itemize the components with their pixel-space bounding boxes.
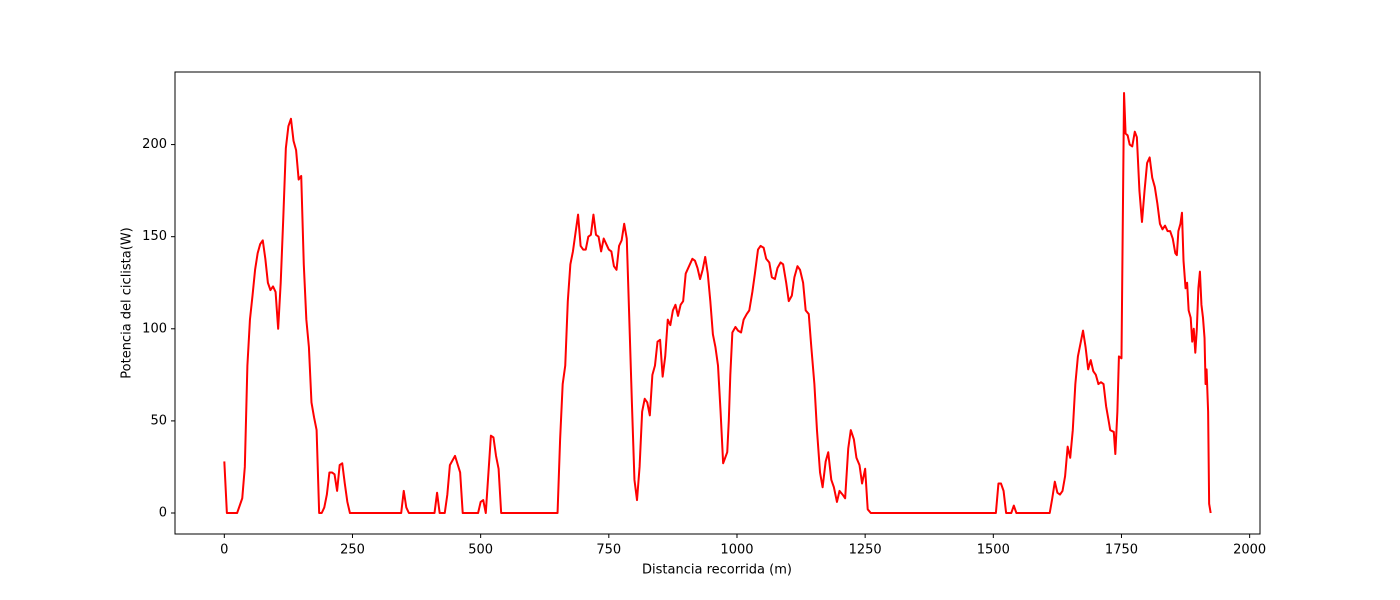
- x-tick-label: 0: [220, 543, 228, 558]
- y-tick-label: 150: [142, 229, 167, 244]
- x-tick-label: 1750: [1105, 543, 1138, 558]
- data-line: [223, 92, 1212, 514]
- x-tick-label: 1000: [720, 543, 753, 558]
- x-tick-label: 750: [596, 543, 621, 558]
- x-tick-label: 1500: [977, 543, 1010, 558]
- x-tick-label: 1250: [849, 543, 882, 558]
- plot-frame: [174, 71, 1261, 535]
- x-tick-label: 2000: [1233, 543, 1266, 558]
- y-tick-label: 0: [159, 506, 167, 521]
- y-axis-label: Potencia del ciclista(W): [120, 227, 135, 378]
- x-tick-label: 500: [468, 543, 493, 558]
- y-tick-label: 100: [142, 321, 167, 336]
- x-tick-label: 250: [340, 543, 365, 558]
- x-axis-label: Distancia recorrida (m): [642, 563, 792, 578]
- y-tick-label: 50: [150, 413, 167, 428]
- y-tick-label: 200: [142, 137, 167, 152]
